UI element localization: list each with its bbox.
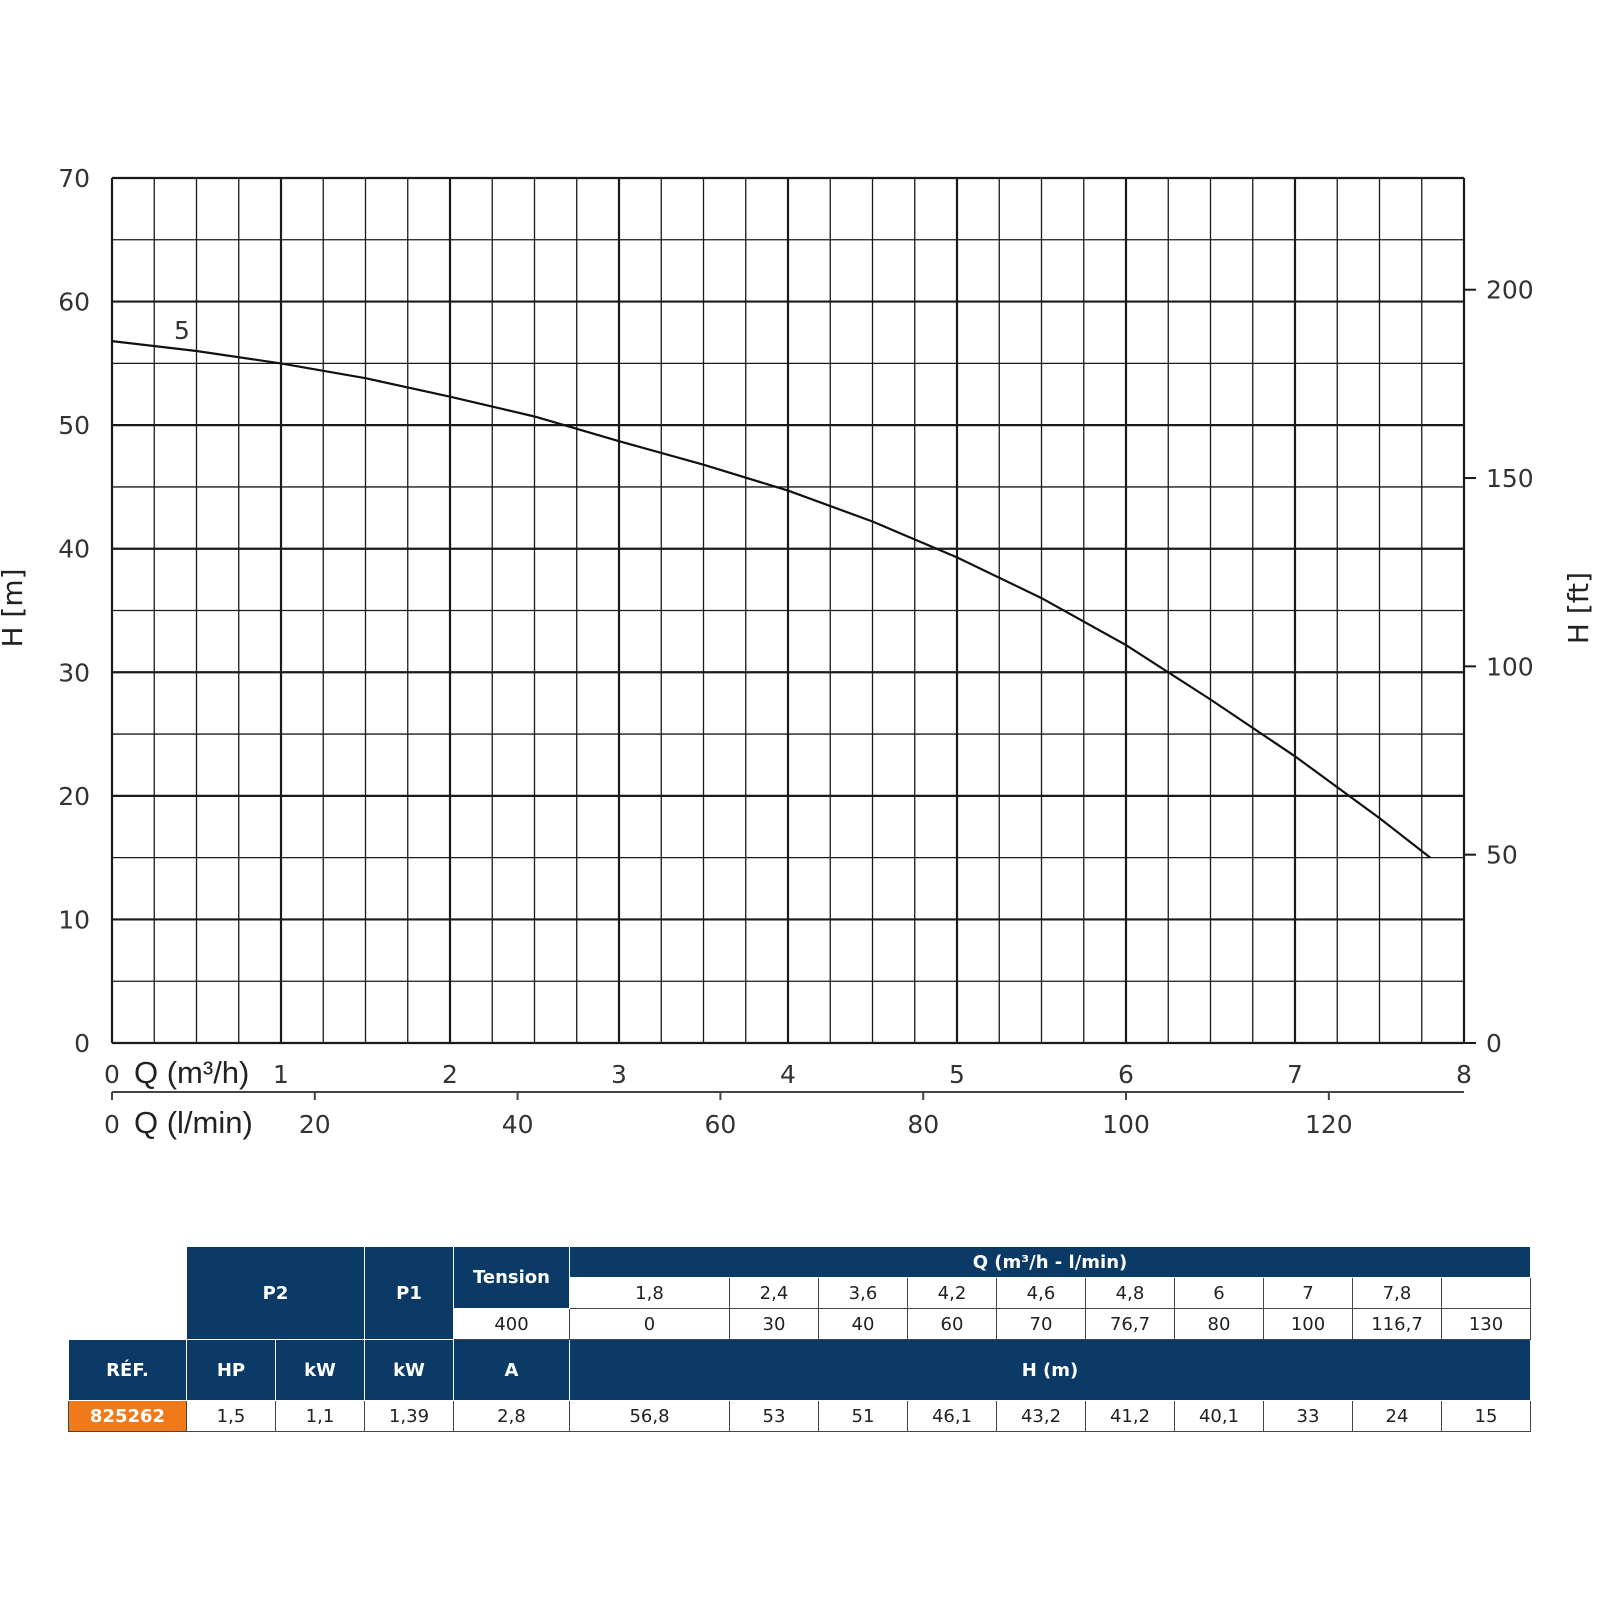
h-value-cell: 56,8 — [569, 1400, 730, 1432]
table-row: 825262 1,5 1,1 1,39 2,8 56,8 53 51 46,1 43,2… — [68, 1400, 1531, 1432]
y-tick-label: 60 — [58, 288, 90, 317]
ref-value: 825262 — [68, 1400, 187, 1432]
x-lmin-tick-label: 60 — [705, 1110, 737, 1139]
header-tension: Tension — [453, 1246, 570, 1309]
table-blank-cell — [68, 1246, 187, 1340]
y-tick-label: 20 — [58, 782, 90, 811]
x-m3h-tick-label: 4 — [780, 1060, 796, 1089]
kw1-value: 1,39 — [364, 1400, 454, 1432]
header-kw-p1: kW — [364, 1339, 454, 1401]
q-lmin-cell: 76,7 — [1085, 1308, 1175, 1340]
y2-tick-label: 150 — [1486, 464, 1534, 493]
header-h: H (m) — [569, 1339, 1531, 1401]
x-m3h-tick-label: 1 — [273, 1060, 289, 1089]
x-m3h-tick-label: 5 — [949, 1060, 965, 1089]
x-m3h-tick-label: 8 — [1456, 1060, 1472, 1089]
q-lmin-cell: 0 — [569, 1308, 730, 1340]
header-p1: P1 — [364, 1246, 454, 1340]
q-lmin-cell: 70 — [996, 1308, 1086, 1340]
x-m3h-tick-label: 6 — [1118, 1060, 1134, 1089]
x-lmin-tick-label: 100 — [1102, 1110, 1150, 1139]
grid-major — [110, 176, 1466, 1045]
header-a: A — [453, 1339, 570, 1401]
y-axis-right-ticks: 0 50 100 150 200 — [1464, 276, 1534, 1058]
q-m3h-cell: 4,2 — [907, 1277, 997, 1309]
h-value-cell: 43,2 — [996, 1400, 1086, 1432]
h-value-cell: 51 — [818, 1400, 908, 1432]
q-lmin-cell: 30 — [729, 1308, 819, 1340]
q-lmin-cell: 60 — [907, 1308, 997, 1340]
header-p2: P2 — [186, 1246, 365, 1340]
y2-tick-label: 0 — [1486, 1029, 1502, 1058]
q-m3h-cell: 3,6 — [818, 1277, 908, 1309]
q-m3h-cell: 7,8 — [1352, 1277, 1442, 1309]
y-tick-label: 40 — [58, 535, 90, 564]
q-m3h-cell — [1441, 1277, 1531, 1309]
y2-tick-label: 50 — [1486, 841, 1518, 870]
q-lmin-cell: 130 — [1441, 1308, 1531, 1340]
h-value-cell: 40,1 — [1174, 1400, 1264, 1432]
q-lmin-cell: 100 — [1263, 1308, 1353, 1340]
tension-value: 400 — [453, 1308, 570, 1340]
x-m3h-tick-label: 3 — [611, 1060, 627, 1089]
header-hp: HP — [186, 1339, 276, 1401]
series-line-5 — [111, 340, 1431, 859]
x-axis-m3h-label: Q (m³/h) — [134, 1055, 249, 1090]
x-axis-lmin-label: Q (l/min) — [134, 1105, 253, 1140]
x-m3h-tick-label: 2 — [442, 1060, 458, 1089]
q-lmin-cell: 116,7 — [1352, 1308, 1442, 1340]
y-axis-right-label: H [ft] — [1562, 572, 1595, 644]
y-axis-left-label: H [m] — [0, 568, 29, 647]
kw-value: 1,1 — [275, 1400, 365, 1432]
x-lmin-tick-label: 80 — [907, 1110, 939, 1139]
y-tick-label: 70 — [58, 164, 90, 193]
x-lmin-tick-label: 120 — [1305, 1110, 1353, 1139]
h-value-cell: 24 — [1352, 1400, 1442, 1432]
q-m3h-cell: 4,6 — [996, 1277, 1086, 1309]
y2-tick-label: 200 — [1486, 276, 1534, 305]
x-lmin-tick-label: 40 — [502, 1110, 534, 1139]
x-lmin-tick-label: 20 — [299, 1110, 331, 1139]
h-value-cell: 53 — [729, 1400, 819, 1432]
q-lmin-cell: 80 — [1174, 1308, 1264, 1340]
h-value-cell: 41,2 — [1085, 1400, 1175, 1432]
h-value-cell: 33 — [1263, 1400, 1353, 1432]
q-m3h-cell: 1,8 — [569, 1277, 730, 1309]
x-m3h-tick-label: 7 — [1287, 1060, 1303, 1089]
y2-tick-label: 100 — [1486, 652, 1534, 681]
header-q: Q (m³/h - l/min) — [569, 1246, 1531, 1278]
header-kw-p2: kW — [275, 1339, 365, 1401]
x-lmin-tick-label: 0 — [104, 1110, 120, 1139]
x-axis-lmin-ticks: 0 20 40 60 80 100 120 — [104, 1092, 1353, 1139]
y-tick-label: 50 — [58, 411, 90, 440]
q-m3h-cell: 7 — [1263, 1277, 1353, 1309]
y-tick-label: 10 — [58, 905, 90, 934]
performance-table: P2 P1 Tension Q (m³/h - l/min) 1,8 2,4 3,6… — [68, 1246, 1531, 1432]
a-value: 2,8 — [453, 1400, 570, 1432]
q-m3h-cell: 2,4 — [729, 1277, 819, 1309]
header-ref: RÉF. — [68, 1339, 187, 1401]
q-lmin-cell: 40 — [818, 1308, 908, 1340]
y-axis-left-ticks: 0 10 20 30 40 50 60 70 — [58, 164, 90, 1058]
h-value-cell: 15 — [1441, 1400, 1531, 1432]
series-label-5: 5 — [174, 316, 190, 345]
hp-value: 1,5 — [186, 1400, 276, 1432]
y-tick-label: 30 — [58, 658, 90, 687]
q-m3h-cell: 4,8 — [1085, 1277, 1175, 1309]
y-tick-label: 0 — [74, 1029, 90, 1058]
h-value-cell: 46,1 — [907, 1400, 997, 1432]
x-axis-m3h-ticks: 0 1 2 3 4 5 6 7 8 — [104, 1060, 1472, 1089]
q-m3h-cell: 6 — [1174, 1277, 1264, 1309]
x-m3h-tick-label: 0 — [104, 1060, 120, 1089]
